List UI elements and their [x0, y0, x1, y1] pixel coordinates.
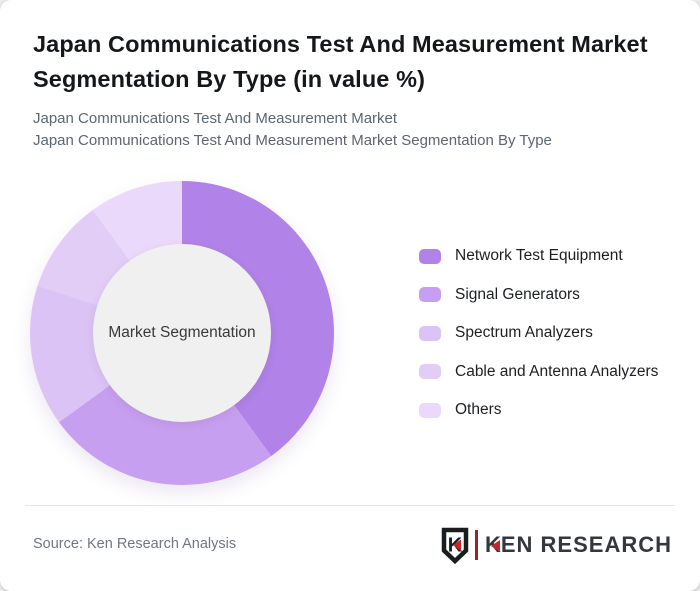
legend-item: Others	[419, 391, 658, 430]
legend-swatch	[419, 402, 441, 418]
brand-text: KEN RESEARCH	[485, 532, 672, 558]
ken-research-logo: K KEN RESEARCH	[441, 525, 672, 565]
logo-separator-bar	[475, 530, 478, 560]
legend-swatch	[419, 325, 441, 341]
shield-k-icon: K	[442, 527, 469, 564]
footer-divider	[25, 505, 675, 506]
legend-label: Others	[455, 401, 502, 419]
chart-title-line-1: Japan Communications Test And Measuremen…	[33, 31, 648, 57]
brand-rest: EN RESEARCH	[500, 532, 672, 557]
legend-item: Network Test Equipment	[419, 237, 658, 276]
subtitle-line-2: Japan Communications Test And Measuremen…	[33, 132, 552, 149]
legend-swatch	[419, 364, 441, 380]
legend-label: Signal Generators	[455, 285, 580, 303]
chart-subtitles: Japan Communications Test And Measuremen…	[33, 108, 552, 152]
legend-swatch	[419, 287, 441, 303]
legend-swatch	[419, 248, 441, 264]
legend: Network Test Equipment Signal Generators S…	[419, 237, 658, 430]
donut-center: Market Segmentation	[93, 244, 271, 422]
donut-center-label: Market Segmentation	[108, 324, 256, 341]
legend-label: Network Test Equipment	[455, 247, 623, 265]
red-arrow-icon	[490, 540, 500, 552]
donut-ring: Market Segmentation	[30, 181, 334, 485]
legend-label: Cable and Antenna Analyzers	[455, 362, 659, 380]
chart-title: Japan Communications Test And Measuremen…	[33, 27, 683, 97]
legend-label: Spectrum Analyzers	[455, 324, 593, 342]
chart-title-line-2: Segmentation By Type (in value %)	[33, 66, 425, 92]
legend-item: Cable and Antenna Analyzers	[419, 353, 658, 392]
subtitle-line-1: Japan Communications Test And Measuremen…	[33, 110, 398, 127]
source-text: Source: Ken Research Analysis	[33, 536, 237, 552]
legend-item: Signal Generators	[419, 276, 658, 315]
legend-item: Spectrum Analyzers	[419, 314, 658, 353]
